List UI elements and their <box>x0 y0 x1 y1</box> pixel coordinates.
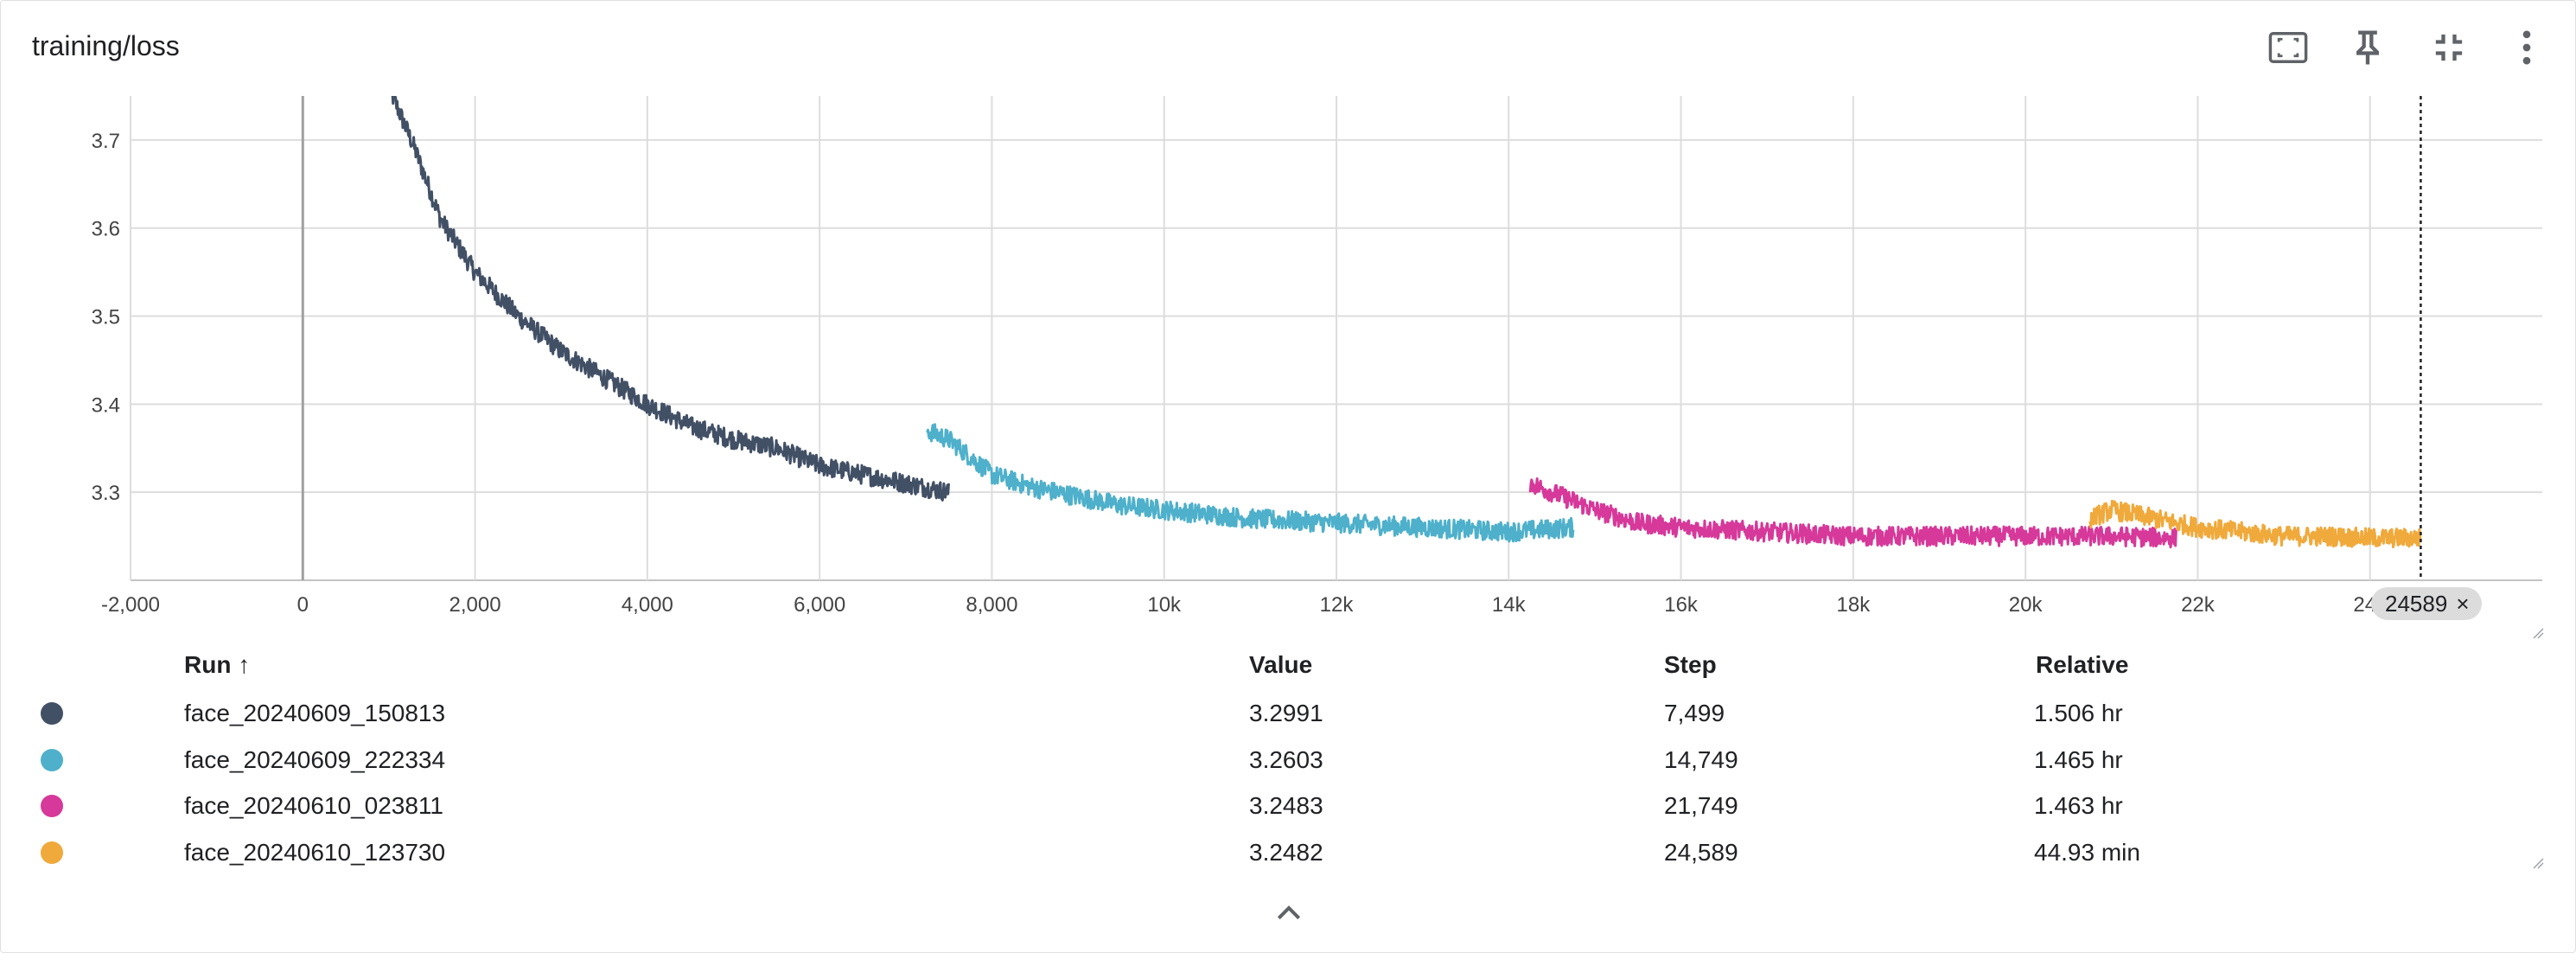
run-value: 3.2483 <box>1249 792 1323 819</box>
loss-chart[interactable]: 3.3 3.4 3.5 3.6 3.7 -2,000 0 2,000 4,000 6,000 8,0… <box>1 87 2575 641</box>
run-color-dot[interactable] <box>41 749 63 771</box>
x-tick-label: 20k <box>2009 593 2044 617</box>
column-header-relative[interactable]: Relative <box>2036 651 2129 678</box>
chevron-up-icon[interactable] <box>1272 895 1306 930</box>
run-step: 21,749 <box>1664 792 1738 819</box>
run-step: 7,499 <box>1664 700 1725 726</box>
run-color-dot[interactable] <box>41 795 63 817</box>
series-line <box>926 423 1575 543</box>
y-tick-label: 3.4 <box>92 393 120 417</box>
run-value: 3.2991 <box>1249 700 1323 726</box>
x-tick-label: 18k <box>1837 593 1871 617</box>
run-relative: 1.465 hr <box>2034 746 2123 773</box>
pin-icon <box>2356 30 2379 65</box>
run-color-dot[interactable] <box>41 702 63 725</box>
column-header-step[interactable]: Step <box>1664 651 1717 678</box>
x-tick-label: 10k <box>1147 593 1182 617</box>
run-name: face_20240610_023811 <box>184 792 444 819</box>
table-resize-handle-icon[interactable] <box>2532 857 2544 869</box>
run-name: face_20240609_222334 <box>184 746 446 773</box>
chart-resize-handle-icon[interactable] <box>2532 627 2544 639</box>
x-tick-label: 12k <box>1320 593 1355 617</box>
pin-button[interactable] <box>2340 20 2395 75</box>
x-tick-label: 22k <box>2181 593 2216 617</box>
column-header-run[interactable]: Run ↑ <box>184 651 251 678</box>
fit-domain-button[interactable] <box>2260 20 2316 75</box>
step-cursor-badge[interactable]: 24589 × <box>2371 587 2482 620</box>
y-tick-label: 3.3 <box>92 482 120 505</box>
x-tick-label: 8,000 <box>966 593 1017 617</box>
run-step: 24,589 <box>1664 839 1738 866</box>
more-options-button[interactable] <box>2499 20 2554 75</box>
run-step: 14,749 <box>1664 746 1738 773</box>
x-tick-label: 2,000 <box>450 593 501 617</box>
close-icon[interactable]: × <box>2456 590 2470 617</box>
run-value: 3.2603 <box>1249 746 1323 773</box>
series-line <box>1528 477 2177 549</box>
x-tick-label: 14k <box>1492 593 1527 617</box>
run-name: face_20240609_150813 <box>184 700 446 726</box>
x-tick-label: -2,000 <box>101 593 160 617</box>
run-relative: 1.506 hr <box>2034 700 2123 726</box>
series-line <box>391 96 950 502</box>
fit-domain-icon <box>2268 32 2308 63</box>
collapse-button[interactable] <box>2421 20 2477 75</box>
series-line <box>2088 499 2422 549</box>
x-tick-label: 16k <box>1664 593 1699 617</box>
run-relative: 44.93 min <box>2034 839 2140 866</box>
x-tick-label: 0 <box>297 593 309 617</box>
more-vert-icon <box>2522 30 2531 65</box>
x-tick-label: 6,000 <box>794 593 845 617</box>
run-name: face_20240610_123730 <box>184 839 446 866</box>
run-color-dot[interactable] <box>41 841 63 864</box>
collapse-icon <box>2435 34 2463 61</box>
y-tick-label: 3.6 <box>92 218 120 241</box>
column-header-value[interactable]: Value <box>1249 651 1313 678</box>
run-relative: 1.463 hr <box>2034 792 2123 819</box>
y-tick-label: 3.5 <box>92 306 120 329</box>
x-tick-label: 4,000 <box>622 593 673 617</box>
y-tick-label: 3.7 <box>92 130 120 153</box>
run-value: 3.2482 <box>1249 839 1323 866</box>
step-cursor-value: 24589 <box>2385 590 2448 617</box>
card-title: training/loss <box>32 30 180 61</box>
